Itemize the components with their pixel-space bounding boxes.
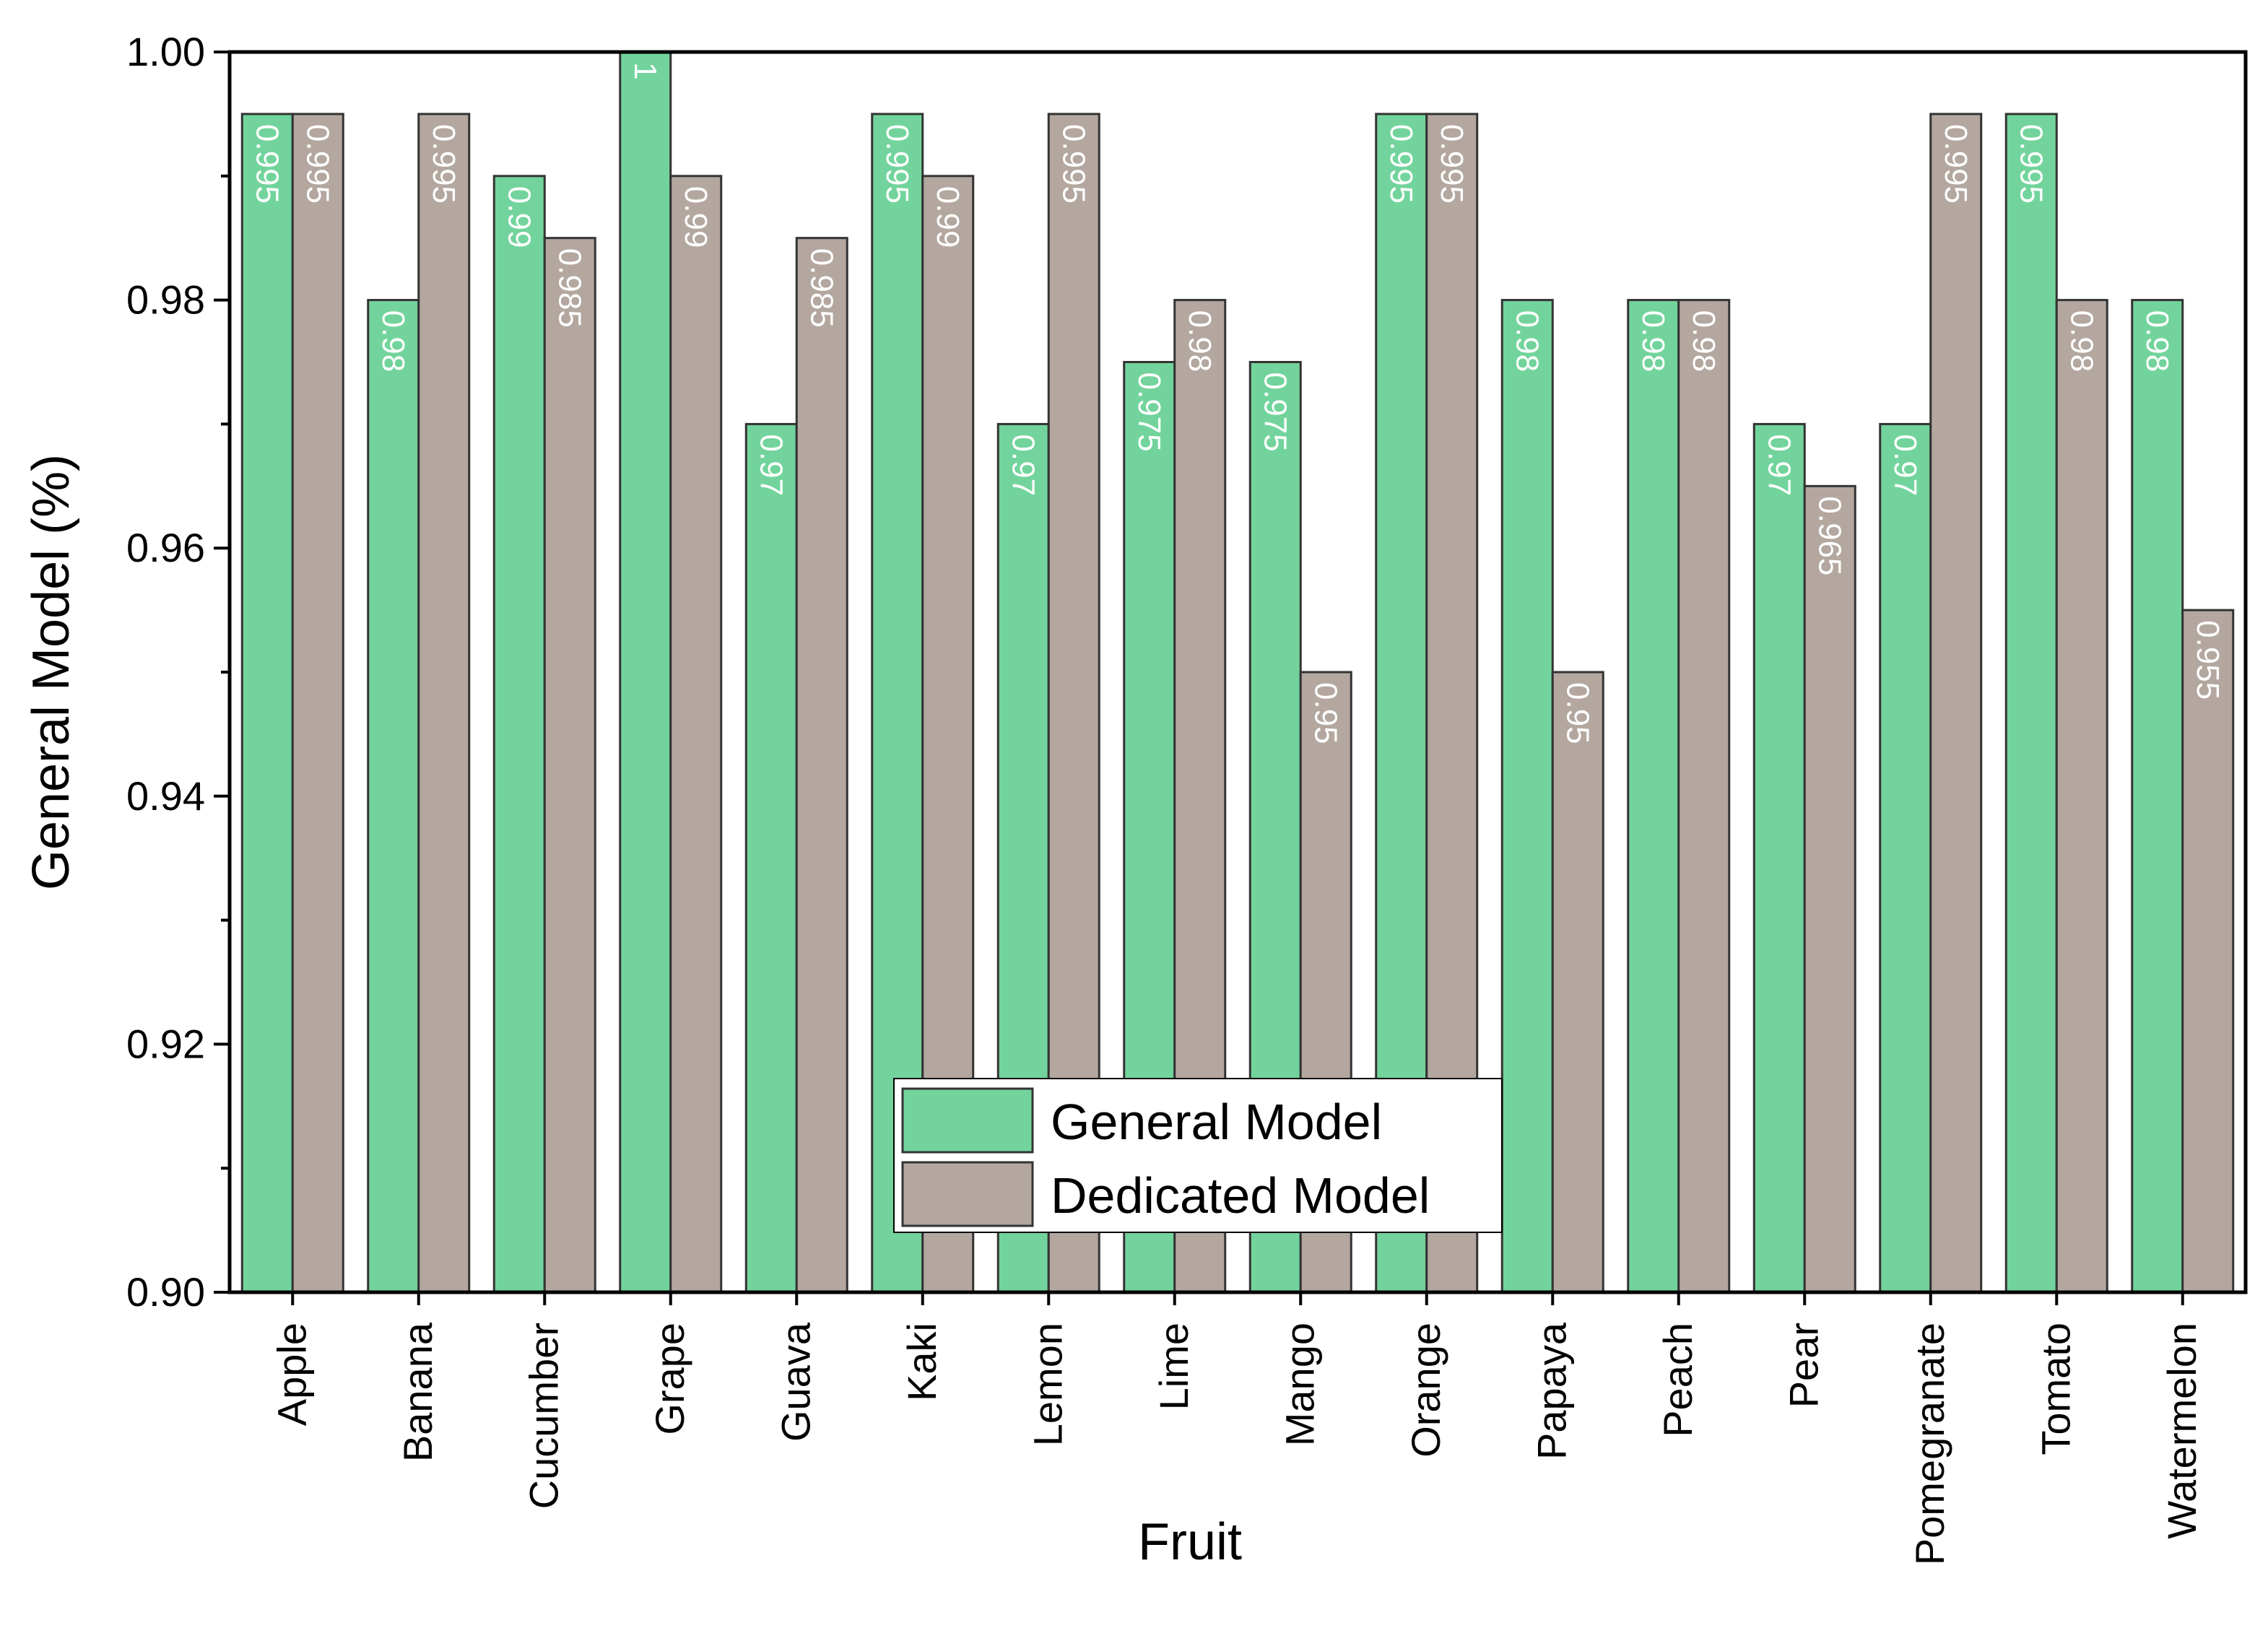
data-label: 0.97 <box>1761 434 1796 496</box>
x-tick-label: Lime <box>1151 1323 1196 1410</box>
y-axis-title: General Model (%) <box>22 454 80 890</box>
y-tick-label: 0.96 <box>126 525 205 570</box>
data-label: 0.995 <box>426 124 461 204</box>
bar-grape-dedicated <box>669 175 723 1294</box>
data-label: 0.995 <box>879 124 915 204</box>
data-label: 0.98 <box>1509 310 1544 373</box>
bar-banana-dedicated <box>417 113 471 1294</box>
data-label: 0.995 <box>300 124 335 204</box>
bar-cucumber-general <box>492 175 546 1294</box>
bar-apple-dedicated <box>291 113 344 1294</box>
legend-label-general: General Model <box>1051 1094 1382 1150</box>
bar-apple-general <box>240 113 294 1294</box>
x-axis-title: Fruit <box>1138 1513 1242 1571</box>
data-label: 0.965 <box>1812 496 1847 575</box>
bar-watermelon-general <box>2131 299 2184 1294</box>
bar-papaya-dedicated <box>1551 671 1604 1294</box>
data-label: 0.97 <box>1887 434 1923 496</box>
data-label: 0.98 <box>2139 310 2175 373</box>
legend-label-dedicated: Dedicated Model <box>1051 1167 1430 1224</box>
data-label: 0.995 <box>249 124 284 204</box>
x-tick-label: Grape <box>647 1323 692 1435</box>
data-label: 0.995 <box>2013 124 2048 204</box>
y-tick-label: 0.90 <box>126 1269 205 1315</box>
bar-banana-general <box>367 299 420 1294</box>
data-label: 0.98 <box>375 310 411 373</box>
x-tick-label: Papaya <box>1529 1322 1574 1460</box>
data-label: 0.98 <box>1182 310 1217 373</box>
bar-pear-dedicated <box>1803 484 1856 1294</box>
x-tick-label: Pomegranate <box>1907 1323 1952 1565</box>
data-label: 0.95 <box>1560 682 1595 744</box>
y-tick-label: 0.94 <box>126 773 205 819</box>
data-label: 0.995 <box>1383 124 1419 204</box>
data-label: 0.99 <box>678 186 713 248</box>
bar-peach-general <box>1627 299 1680 1294</box>
y-tick-label: 0.98 <box>126 277 205 323</box>
bar-guava-dedicated <box>795 237 848 1294</box>
data-label: 0.99 <box>930 186 965 248</box>
bar-papaya-general <box>1500 299 1554 1294</box>
legend: General Model Dedicated Model <box>893 1078 1503 1233</box>
y-tick-label: 0.92 <box>126 1021 205 1066</box>
x-tick-label: Kaki <box>899 1323 944 1401</box>
x-tick-label: Guava <box>773 1322 818 1442</box>
bar-tomato-dedicated <box>2055 299 2108 1294</box>
y-tick-label: 1.00 <box>126 29 205 74</box>
data-label: 0.975 <box>1131 373 1167 452</box>
x-tick-label: Apple <box>269 1323 314 1426</box>
bar-guava-general <box>744 422 798 1294</box>
data-label: 0.99 <box>501 186 536 248</box>
legend-swatch-dedicated <box>901 1161 1034 1227</box>
data-label: 0.985 <box>804 248 839 328</box>
data-label: 0.995 <box>1938 124 1973 204</box>
axes: Apple Banana Cucumber Grape Guava Kaki Lemon Li… <box>126 29 2248 1565</box>
x-tick-label: Mango <box>1277 1323 1322 1446</box>
data-label: 0.98 <box>1635 310 1671 373</box>
data-label: 0.97 <box>753 434 788 496</box>
bar-grape-general <box>619 51 672 1294</box>
data-label: 0.995 <box>1056 124 1091 204</box>
bar-pear-general <box>1752 422 1806 1294</box>
data-label: 1 <box>627 62 663 79</box>
bar-cucumber-dedicated <box>543 237 596 1294</box>
x-tick-label: Pear <box>1781 1323 1826 1408</box>
data-label: 0.95 <box>1308 682 1343 744</box>
data-label: 0.98 <box>2064 310 2099 373</box>
x-tick-label: Lemon <box>1025 1323 1070 1446</box>
x-tick-label: Tomato <box>2033 1323 2078 1455</box>
data-label: 0.97 <box>1005 434 1040 496</box>
data-label: 0.975 <box>1257 373 1292 452</box>
data-label: 0.98 <box>1686 310 1721 373</box>
legend-swatch-general <box>901 1087 1034 1154</box>
x-tick-label: Banana <box>395 1322 440 1462</box>
data-label: 0.995 <box>1434 124 1469 204</box>
data-label: 0.955 <box>2190 620 2225 700</box>
bar-watermelon-dedicated <box>2181 609 2235 1294</box>
bar-pomegranate-general <box>1879 422 1932 1294</box>
bar-tomato-general <box>2004 113 2058 1294</box>
bar-pomegranate-dedicated <box>1929 113 1983 1294</box>
x-tick-label: Orange <box>1403 1323 1448 1458</box>
bar-peach-dedicated <box>1677 299 1731 1294</box>
data-label: 0.985 <box>552 248 587 328</box>
x-tick-label: Cucumber <box>521 1323 566 1509</box>
x-tick-label: Peach <box>1655 1323 1700 1437</box>
x-tick-label: Watermelon <box>2159 1323 2204 1539</box>
